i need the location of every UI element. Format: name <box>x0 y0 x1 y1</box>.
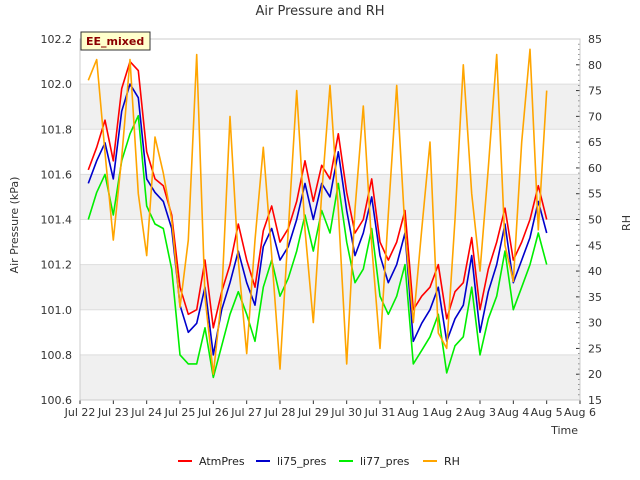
x-tick-label: Jul 29 <box>297 406 329 419</box>
y2-tick-label: 75 <box>588 85 602 98</box>
y2-tick-label: 45 <box>588 239 602 252</box>
y2-tick-label: 60 <box>588 162 602 175</box>
series-line-li77_pres <box>87 114 548 379</box>
x-tick-label: Jul 26 <box>197 406 229 419</box>
y2-tick-label: 15 <box>588 394 602 407</box>
x-tick-label: Jul 24 <box>130 406 162 419</box>
legend-label-RH: RH <box>444 455 460 468</box>
legend-label-li75_pres: li75_pres <box>277 455 327 468</box>
x-tick-label: Jul 22 <box>64 406 96 419</box>
x-tick-label: Aug 1 <box>397 406 429 419</box>
x-tick-label: Jul 28 <box>264 406 296 419</box>
x-tick-label: Jul 31 <box>364 406 396 419</box>
x-tick-label: Jul 30 <box>330 406 362 419</box>
axes: 100.6 100.8 101.0 101.2 101.4 101.6 101.8 102.0… <box>41 33 603 419</box>
y2-tick-label: 80 <box>588 59 602 72</box>
y2-axis-label: RH <box>620 215 633 231</box>
y-tick-label: 101.0 <box>41 304 73 317</box>
x-tick-label: Aug 3 <box>464 406 496 419</box>
y2-tick-label: 65 <box>588 136 602 149</box>
badge-box <box>80 31 151 51</box>
x-tick-label: Aug 6 <box>564 406 596 419</box>
y2-tick-label: 70 <box>588 110 602 123</box>
x-tick-label: Jul 23 <box>97 406 129 419</box>
x-tick-label: Aug 2 <box>431 406 463 419</box>
band <box>80 354 580 400</box>
y-tick-label: 100.6 <box>41 394 73 407</box>
y2-tick-label: 85 <box>588 33 602 46</box>
x-axis-label: Time <box>550 424 578 437</box>
y-tick-label: 102.2 <box>41 33 73 46</box>
series-line-RH <box>87 48 548 376</box>
y-tick-label: 101.2 <box>41 259 73 272</box>
legend-label-li77_pres: li77_pres <box>360 455 410 468</box>
y2-tick-label: 30 <box>588 317 602 330</box>
y2-tick-label: 55 <box>588 188 602 201</box>
series-line-li75_pres <box>87 83 548 356</box>
x-tick-label: Aug 5 <box>531 406 563 419</box>
y-tick-label: 100.8 <box>41 349 73 362</box>
legend: AtmPres li75_pres li77_pres RH <box>178 455 460 468</box>
x-tick-label: Aug 4 <box>497 406 529 419</box>
x-tick-label: Jul 25 <box>164 406 196 419</box>
y2-tick-label: 20 <box>588 368 602 381</box>
series-line-AtmPres <box>87 60 548 329</box>
y2-tick-label: 25 <box>588 342 602 355</box>
series-layer <box>87 48 548 379</box>
legend-label-AtmPres: AtmPres <box>199 455 245 468</box>
y-tick-label: 101.8 <box>41 123 73 136</box>
badge: EE_mixed <box>80 31 151 51</box>
badge-label: EE_mixed <box>86 35 144 48</box>
y2-tick-label: 50 <box>588 214 602 227</box>
band <box>80 264 580 310</box>
x-tick-label: Jul 27 <box>230 406 262 419</box>
y-tick-label: 101.4 <box>41 214 73 227</box>
chart-title: Air Pressure and RH <box>255 4 384 19</box>
y-axis-label: Air Pressure (kPa) <box>8 177 21 274</box>
y2-tick-label: 40 <box>588 265 602 278</box>
plot-frame <box>79 38 581 401</box>
y2-tick-label: 35 <box>588 291 602 304</box>
y-tick-label: 102.0 <box>41 78 73 91</box>
y-tick-label: 101.6 <box>41 168 73 181</box>
